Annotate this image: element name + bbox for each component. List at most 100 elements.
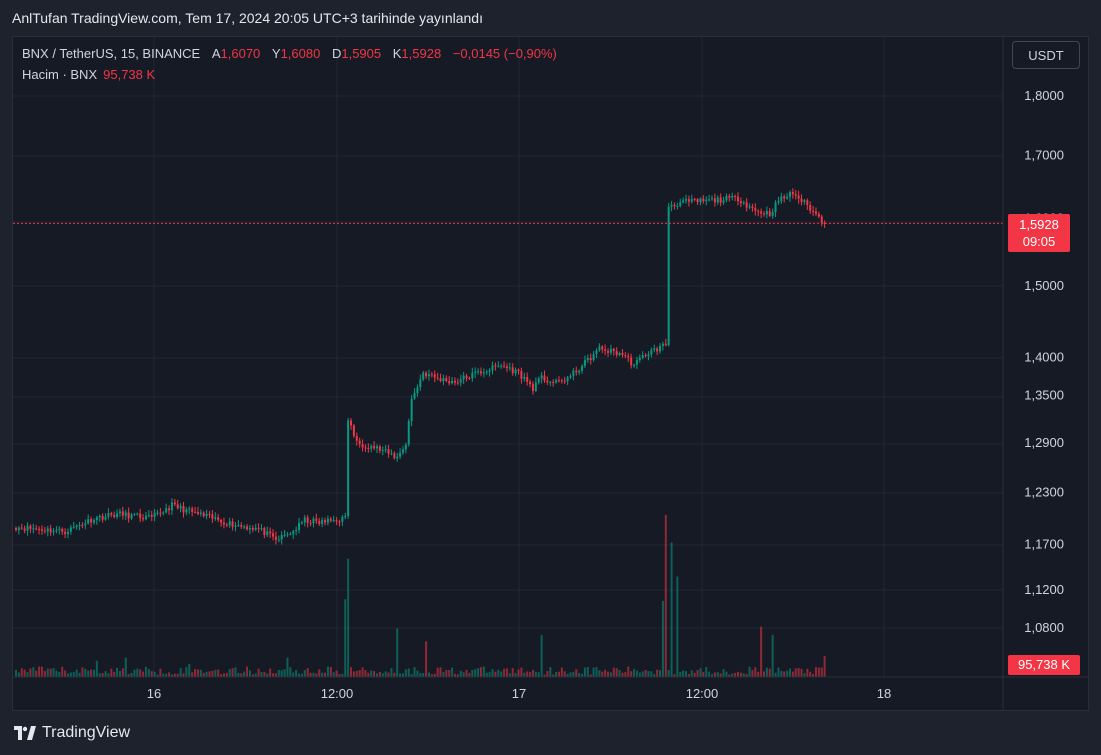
volume-bar (321, 672, 324, 677)
candle-body (387, 449, 390, 454)
volume-bar (341, 673, 344, 677)
volume-bar (722, 669, 725, 677)
candle-body (823, 222, 826, 224)
volume-bar (739, 672, 742, 677)
candle-body (64, 531, 67, 534)
volume-bar (214, 669, 217, 677)
volume-bar (699, 668, 702, 677)
volume-bar (381, 673, 384, 677)
volume-bar (442, 672, 445, 677)
candle-body (503, 365, 506, 367)
candle-body (676, 205, 679, 207)
volume-bar (234, 667, 237, 677)
candle-body (638, 357, 641, 361)
y-tick-label: 1,0800 (1024, 620, 1064, 635)
candle-body (332, 520, 335, 522)
candle-body (679, 202, 682, 206)
volume-bar (546, 671, 549, 677)
volume-bar (693, 672, 696, 677)
candle-body (630, 357, 633, 366)
candle-body (419, 379, 422, 388)
volume-bar (344, 599, 347, 677)
candle-body (159, 512, 162, 514)
candle-body (298, 522, 301, 531)
candle-body (734, 195, 737, 197)
candle-body (618, 353, 621, 355)
volume-bar (650, 671, 653, 677)
candle-body (505, 366, 508, 369)
volume-bar (762, 671, 765, 677)
candle-body (647, 354, 650, 357)
candle-body (352, 425, 355, 436)
y-tick-label: 1,7000 (1024, 148, 1064, 163)
candle-body (673, 204, 676, 207)
candle-body (497, 365, 500, 367)
candle-body (578, 370, 581, 373)
volume-bar (35, 670, 38, 677)
candle-body (393, 453, 396, 459)
x-tick-label: 12:00 (686, 686, 719, 701)
volume-bar (601, 671, 604, 677)
candle-body (471, 372, 474, 379)
volume-bars (15, 515, 826, 677)
candle-body (436, 377, 439, 379)
candle-body (592, 353, 595, 360)
tradingview-logo[interactable]: TradingView (14, 724, 130, 742)
candle-body (586, 358, 589, 361)
candle-body (491, 365, 494, 371)
candle-body (280, 534, 283, 540)
candle-body (780, 196, 783, 202)
y-tick-label: 1,2300 (1024, 485, 1064, 500)
close-value: 1,5928 (401, 46, 442, 61)
volume-bar (220, 674, 223, 677)
candle-body (104, 516, 107, 520)
candle-body (633, 364, 636, 366)
volume-bar (49, 668, 52, 677)
candle-body (552, 382, 555, 384)
candle-body (113, 514, 116, 518)
candle-body (537, 378, 540, 383)
candle-body (488, 370, 491, 372)
volume-bar (615, 668, 618, 677)
candle-body (309, 522, 312, 524)
candle-body (23, 528, 26, 531)
candle-body (624, 354, 627, 356)
volume-bar (318, 669, 321, 677)
volume-bar (257, 668, 260, 677)
volume-bar (266, 673, 269, 677)
candle-body (338, 521, 341, 523)
volume-bar (531, 669, 534, 677)
candle-body (220, 519, 223, 523)
candle-body (390, 453, 393, 455)
candle-body (768, 211, 771, 216)
volume-bar (806, 668, 809, 677)
volume-bar (61, 666, 64, 677)
volume-bar (87, 670, 90, 677)
volume-bar (361, 667, 364, 677)
volume-bar (208, 671, 211, 677)
candle-body (739, 201, 742, 204)
price-axis: 1,80001,70001,60001,50001,40001,35001,29… (1024, 88, 1064, 635)
candle-body (427, 374, 430, 377)
candle-body (347, 420, 350, 516)
volume-bar (40, 666, 43, 677)
volume-bar (283, 669, 286, 677)
volume-bar (517, 669, 520, 677)
volume-bar (659, 670, 662, 677)
volume-bar (737, 671, 739, 677)
volume-bar (609, 672, 612, 677)
volume-bar (404, 669, 407, 677)
volume-bar (124, 657, 127, 677)
candle-body (566, 377, 569, 382)
candle-body (615, 351, 618, 355)
volume-bar (170, 674, 173, 677)
volume-bar (384, 671, 387, 677)
candle-body (272, 533, 275, 537)
candle-body (211, 514, 214, 519)
volume-bar (491, 669, 494, 677)
volume-bar (358, 670, 361, 677)
volume-bar (774, 672, 777, 677)
currency-button[interactable]: USDT (1012, 41, 1080, 69)
volume-bar (231, 668, 234, 677)
